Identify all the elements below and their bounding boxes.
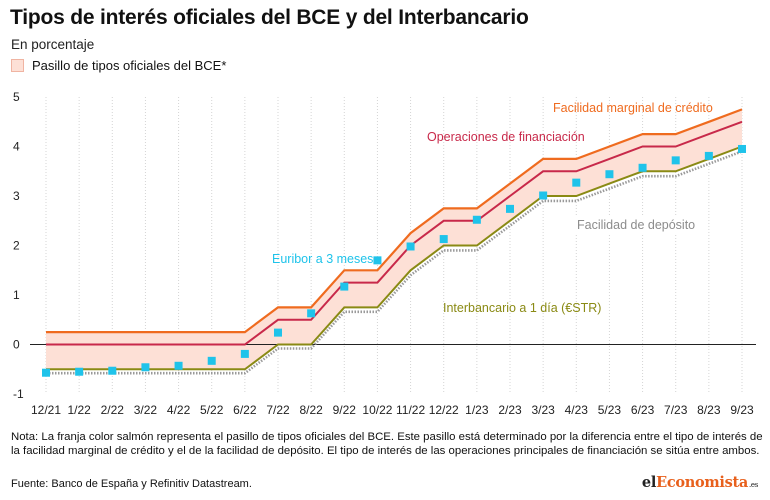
x-tick-label: 6/23 — [631, 403, 655, 417]
euribor-point-11-22 — [406, 242, 415, 251]
annotation-estr: Interbancario a 1 día (€STR) — [443, 301, 601, 315]
euribor-point-3-22 — [141, 363, 150, 372]
y-tick-label: 4 — [13, 140, 20, 154]
y-tick-label: 0 — [13, 338, 20, 352]
annotation-euribor: Euribor a 3 meses — [272, 252, 373, 266]
x-tick-label: 8/23 — [697, 403, 721, 417]
euribor-point-5-22 — [207, 356, 216, 365]
x-tick-label: 1/23 — [465, 403, 489, 417]
euribor-point-4-22 — [174, 361, 183, 370]
x-tick-label: 11/22 — [396, 403, 425, 417]
euribor-point-4-23 — [572, 178, 581, 187]
x-tick-label: 7/22 — [266, 403, 290, 417]
euribor-point-2-23 — [506, 204, 514, 213]
x-tick-label: 10/22 — [362, 403, 392, 417]
euribor-points — [42, 144, 746, 377]
publisher-logo: elEconomista.es — [642, 474, 758, 491]
logo-prefix: el — [641, 474, 657, 491]
x-tick-label: 5/23 — [598, 403, 622, 417]
corridor-band — [46, 109, 742, 370]
series-line-marginal — [46, 108, 743, 334]
y-axis-ticks: -1 0 1 2 3 4 5 — [13, 90, 24, 401]
legend: Pasillo de tipos oficiales del BCE* — [11, 58, 226, 73]
x-tick-label: 5/22 — [200, 403, 224, 417]
corridor-area — [46, 109, 742, 370]
chart-subtitle: En porcentaje — [11, 37, 95, 52]
x-tick-label: 2/23 — [498, 403, 522, 417]
x-tick-label: 7/23 — [664, 403, 688, 417]
euribor-point-9-22 — [340, 282, 349, 291]
annotation-deposit: Facilidad de depósito — [577, 218, 695, 232]
x-tick-label: 3/22 — [134, 403, 158, 417]
logo-suffix: .es — [748, 481, 758, 489]
chart-title: Tipos de interés oficiales del BCE y del… — [10, 6, 529, 29]
legend-label: Pasillo de tipos oficiales del BCE* — [32, 58, 227, 73]
series-line-estr — [46, 150, 743, 375]
y-tick-label: 2 — [13, 239, 20, 253]
logo-accent: Economista — [656, 474, 748, 491]
x-tick-label: 4/22 — [167, 403, 191, 417]
corridor-legend-swatch — [11, 59, 24, 72]
euribor-point-9-23 — [738, 144, 746, 153]
euribor-point-6-23 — [638, 163, 647, 172]
euribor-point-2-22 — [108, 366, 117, 375]
x-tick-label: 9/22 — [333, 403, 357, 417]
euribor-point-10-22 — [373, 256, 382, 265]
x-tick-label: 12/22 — [429, 403, 459, 417]
y-tick-label: 5 — [13, 90, 20, 104]
x-tick-label: 8/22 — [299, 403, 323, 417]
euribor-point-1-23 — [472, 215, 481, 224]
chart-note: Nota: La franja color salmón representa … — [11, 431, 763, 457]
y-tick-label: 1 — [13, 288, 20, 302]
euribor-point-7-22 — [274, 328, 282, 337]
x-tick-label: 2/22 — [101, 403, 125, 417]
annotation-marginal: Facilidad marginal de crédito — [553, 101, 713, 115]
x-tick-label: 1/22 — [67, 403, 91, 417]
euribor-point-7-23 — [671, 156, 680, 165]
y-tick-label: -1 — [13, 387, 24, 401]
euribor-point-5-23 — [605, 170, 614, 179]
euribor-point-6-22 — [240, 349, 249, 358]
euribor-point-8-22 — [307, 309, 316, 318]
y-tick-label: 3 — [13, 189, 20, 203]
chart-source: Fuente: Banco de España y Refinitiv Data… — [11, 478, 252, 490]
series-line-deposit — [46, 145, 743, 371]
euribor-point-8-23 — [704, 151, 713, 160]
annotation-refinancing: Operaciones de financiación — [427, 130, 585, 144]
euribor-point-3-23 — [539, 191, 548, 200]
euribor-point-12-22 — [439, 235, 448, 244]
x-tick-label: 12/21 — [31, 403, 61, 417]
series-annotations: Facilidad marginal de crédito Operaciones… — [272, 101, 713, 315]
euribor-point-12-21 — [42, 368, 50, 377]
x-tick-label: 9/23 — [730, 403, 754, 417]
x-axis-ticks: 12/21 1/22 2/22 3/22 4/22 5/22 6/22 7/22 8/22 9/2… — [31, 403, 754, 417]
x-tick-label: 3/23 — [531, 403, 555, 417]
annotation-bg-deposit — [574, 217, 692, 233]
x-tick-label: 4/23 — [565, 403, 589, 417]
euribor-point-1-22 — [75, 367, 84, 376]
x-tick-label: 6/22 — [233, 403, 257, 417]
